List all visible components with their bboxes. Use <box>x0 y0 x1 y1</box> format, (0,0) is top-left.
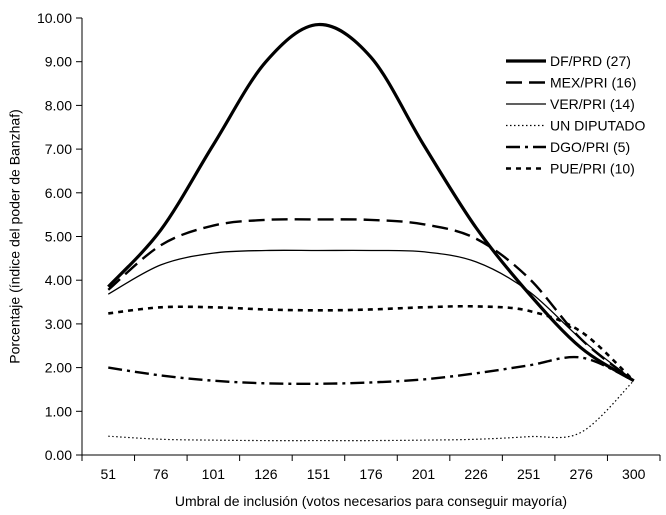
x-tick-label: 226 <box>464 466 488 482</box>
x-tick-label: 276 <box>570 466 594 482</box>
legend-label: DGO/PRI (5) <box>550 139 630 155</box>
series-line <box>108 304 635 382</box>
series-line <box>107 218 635 382</box>
series-line <box>107 22 635 383</box>
x-tick-label: 101 <box>202 466 226 482</box>
series-line <box>107 249 635 382</box>
y-tick-label: 0.00 <box>45 447 72 463</box>
y-tick-label: 2.00 <box>45 360 72 376</box>
y-tick-label: 6.00 <box>45 185 72 201</box>
series-lines <box>107 22 635 442</box>
legend-label: UN DIPUTADO <box>550 118 646 134</box>
series-line <box>108 355 635 386</box>
legend-label: DF/PRD (27) <box>550 53 631 69</box>
x-tick-label: 176 <box>359 466 383 482</box>
x-tick-label: 76 <box>153 466 169 482</box>
legend-label: PUE/PRI (10) <box>550 161 635 177</box>
y-tick-label: 7.00 <box>45 141 72 157</box>
x-tick-label: 201 <box>412 466 436 482</box>
x-tick-label: 251 <box>517 466 541 482</box>
y-tick-label: 4.00 <box>45 272 72 288</box>
y-tick-label: 8.00 <box>45 97 72 113</box>
legend-label: MEX/PRI (16) <box>550 75 636 91</box>
y-ticks: 0.00 1.00 2.00 3.00 4.00 5.00 6.00 7.00 8.00 9.00… <box>37 10 82 463</box>
y-tick-label: 1.00 <box>45 403 72 419</box>
y-tick-label: 10.00 <box>37 10 72 26</box>
x-tick-label: 51 <box>100 466 116 482</box>
y-tick-label: 9.00 <box>45 54 72 70</box>
x-ticks: 51 76 101 126 151 176 201 226 251 276 300 <box>81 455 661 482</box>
x-axis-title: Umbral de inclusión (votos necesarios pa… <box>175 493 567 509</box>
x-tick-label: 300 <box>622 466 646 482</box>
x-tick-label: 151 <box>307 466 331 482</box>
series-line <box>108 380 635 442</box>
y-axis-title: Porcentaje (índice del poder de Banzhaf) <box>7 109 23 364</box>
legend: DF/PRD (27) MEX/PRI (16) VER/PRI (14) UN DI… <box>506 53 646 177</box>
y-tick-label: 5.00 <box>45 229 72 245</box>
x-tick-label: 126 <box>254 466 278 482</box>
y-tick-label: 3.00 <box>45 316 72 332</box>
legend-label: VER/PRI (14) <box>550 96 635 112</box>
